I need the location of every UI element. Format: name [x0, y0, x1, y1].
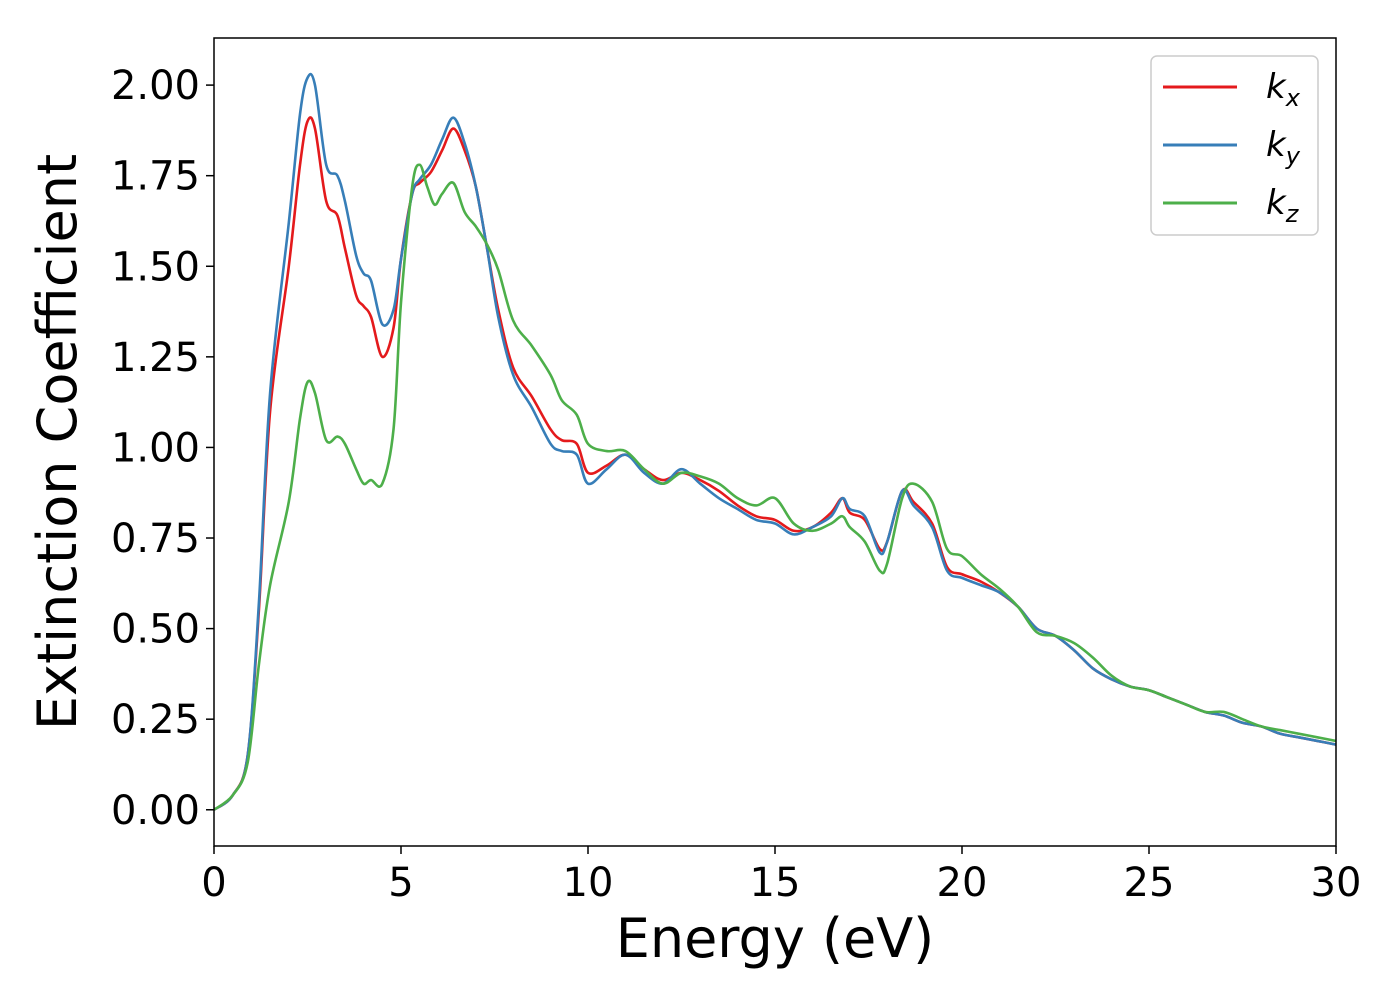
y-tick-label: 0.25 [111, 697, 200, 743]
x-tick-label: 0 [201, 860, 226, 906]
legend: kx ky kz [1150, 55, 1319, 236]
y-axis-ticks: 0.00 0.25 0.50 0.75 1.00 1.25 1.50 1.75 2.00 [111, 63, 214, 834]
series-layer [214, 72, 1336, 811]
y-tick-label: 2.00 [111, 63, 200, 109]
y-tick-label: 1.00 [111, 425, 200, 471]
legend-label-kx: kx [1266, 67, 1301, 112]
y-tick-label: 0.50 [111, 607, 200, 653]
x-tick-label: 25 [1124, 860, 1175, 906]
x-tick-label: 15 [750, 860, 801, 906]
y-axis-label: Extinction Coefficient [26, 154, 89, 730]
legend-label-kz: kz [1266, 183, 1300, 228]
x-axis-ticks: 0 5 10 15 20 25 30 [201, 846, 1361, 906]
y-tick-label: 1.25 [111, 335, 200, 381]
x-tick-label: 20 [937, 860, 988, 906]
y-tick-label: 1.50 [111, 244, 200, 290]
legend-label-ky: ky [1266, 125, 1301, 170]
y-tick-label: 0.75 [111, 516, 200, 562]
series-line-kz [214, 163, 1336, 811]
y-tick-label: 1.75 [111, 154, 200, 200]
x-axis-label: Energy (eV) [616, 907, 935, 970]
x-tick-label: 10 [563, 860, 614, 906]
x-tick-label: 30 [1311, 860, 1362, 906]
y-tick-label: 0.00 [111, 788, 200, 834]
x-tick-label: 5 [388, 860, 413, 906]
